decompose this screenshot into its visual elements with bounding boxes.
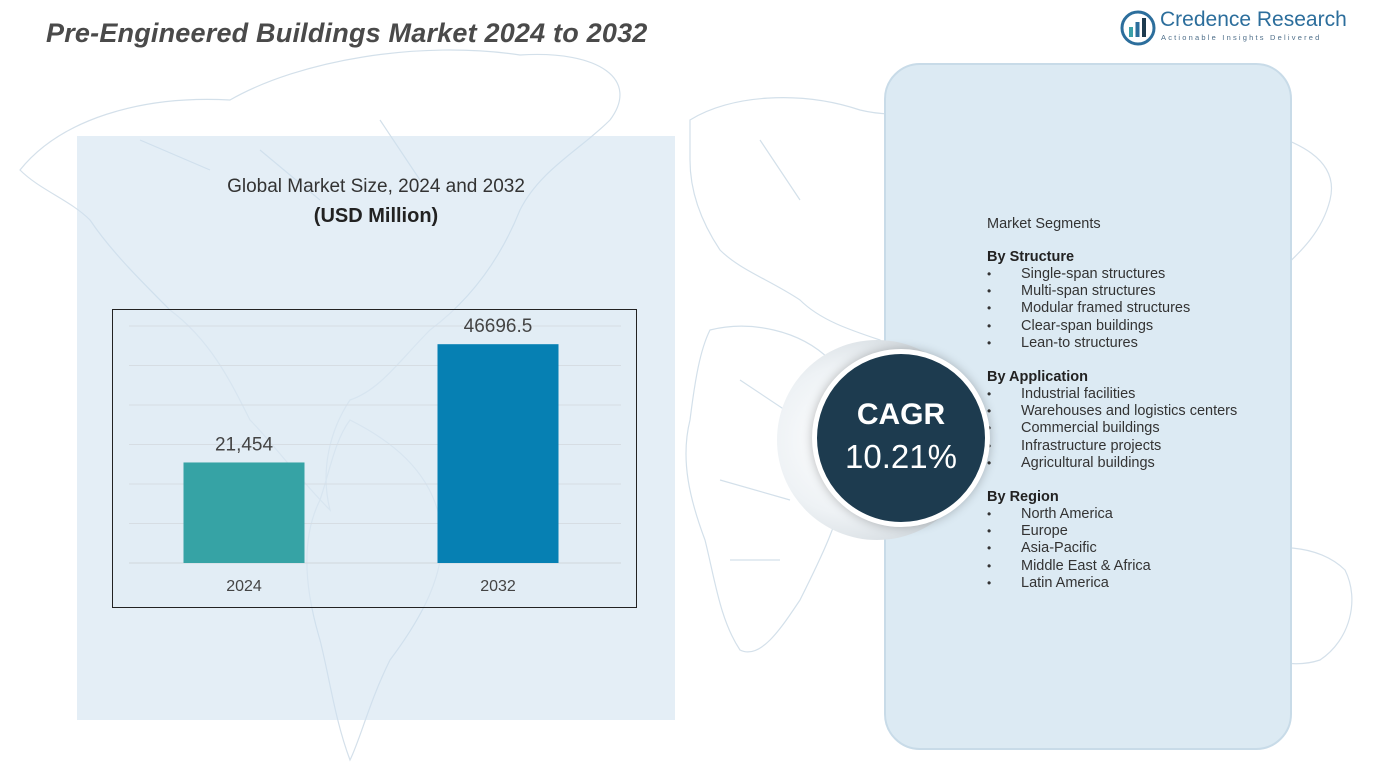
bar-2024 (183, 462, 305, 563)
segment-group: By StructureSingle-span structuresMulti-… (987, 249, 1287, 352)
segment-item: North America (987, 506, 1287, 523)
chart-panel (77, 136, 675, 720)
page-title: Pre-Engineered Buildings Market 2024 to … (46, 18, 648, 48)
segment-group: By RegionNorth AmericaEuropeAsia-Pacific… (987, 489, 1287, 592)
segment-groups: By StructureSingle-span structuresMulti-… (987, 249, 1287, 592)
segment-item: Multi-span structures (987, 283, 1287, 300)
data-label: 46696.5 (464, 316, 533, 337)
segment-item: Asia-Pacific (987, 540, 1287, 557)
segment-item: Warehouses and logistics centers (987, 403, 1287, 420)
cagr-badge: CAGR 10.21% (812, 349, 990, 527)
segment-group: By ApplicationIndustrial facilitiesWareh… (987, 369, 1287, 472)
segment-item: Agricultural buildings (987, 455, 1287, 472)
segment-item: Latin America (987, 575, 1287, 592)
x-tick-label: 2024 (226, 578, 262, 595)
segment-item: Single-span structures (987, 266, 1287, 283)
bar-2032 (437, 344, 559, 563)
brand-logo: Credence Research Actionable Insights De… (1120, 8, 1350, 48)
market-segments: Market Segments By StructureSingle-span … (987, 216, 1287, 609)
segment-item: Middle East & Africa (987, 558, 1287, 575)
segment-item: Infrastructure projects (987, 438, 1287, 455)
chart-unit-label: (USD Million) (313, 205, 439, 227)
data-label: 21,454 (215, 434, 274, 455)
segment-list: North AmericaEuropeAsia-PacificMiddle Ea… (987, 506, 1287, 592)
segment-item: Europe (987, 523, 1287, 540)
logo-icon (1120, 10, 1156, 46)
cagr-label: CAGR (856, 398, 946, 431)
bar-chart-canvas: 21,454 2024 46696.5 2032 (129, 316, 621, 595)
x-tick-label: 2032 (480, 578, 516, 595)
segment-item: Industrial facilities (987, 386, 1287, 403)
segment-list: Industrial facilitiesWarehouses and logi… (987, 386, 1287, 472)
logo-tagline: Actionable Insights Delivered (1161, 33, 1322, 42)
segment-item: Modular framed structures (987, 300, 1287, 317)
segments-title: Market Segments (987, 216, 1101, 232)
segment-item: Commercial buildings (987, 420, 1287, 437)
segment-list: Single-span structuresMulti-span structu… (987, 266, 1287, 352)
segment-item: Lean-to structures (987, 335, 1287, 352)
segment-group-title: By Region (987, 489, 1059, 506)
segment-group-title: By Application (987, 369, 1088, 386)
segment-item: Clear-span buildings (987, 318, 1287, 335)
chart-title: Global Market Size, 2024 and 2032 (227, 176, 525, 197)
bar-chart: 21,454 2024 46696.5 2032 (112, 309, 637, 608)
cagr-value: 10.21% (845, 438, 957, 475)
segment-group-title: By Structure (987, 249, 1075, 265)
logo-name: Credence Research (1160, 8, 1347, 31)
